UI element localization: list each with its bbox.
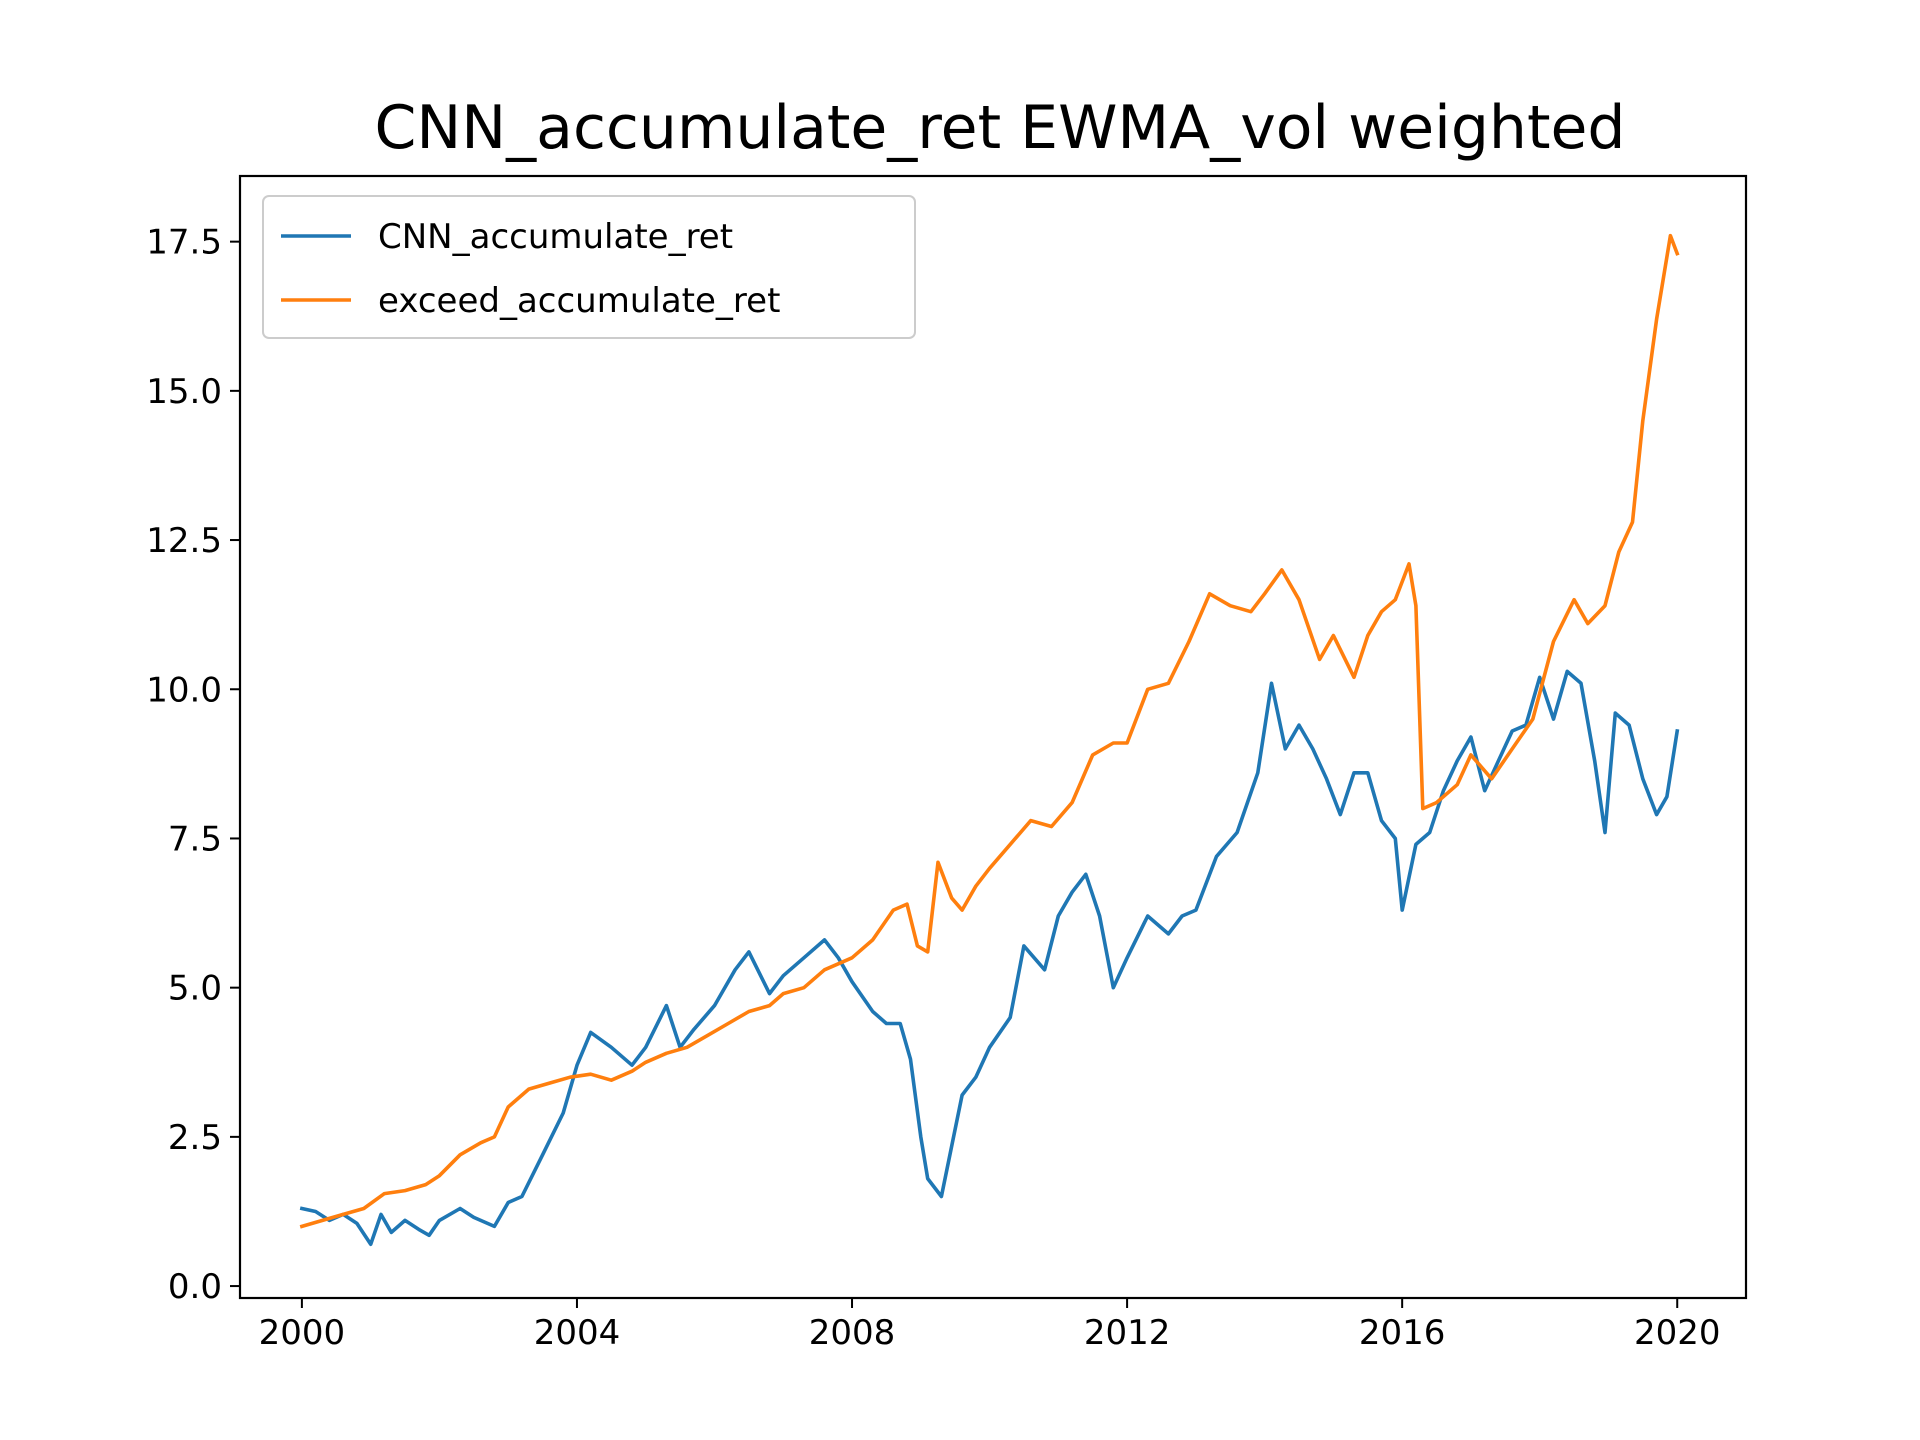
axes-frame <box>238 174 1748 1300</box>
y-tick-label: 17.5 <box>146 223 222 263</box>
y-tick-label: 15.0 <box>146 372 222 412</box>
y-tick-label: 0.0 <box>168 1267 222 1307</box>
y-tick-label: 10.0 <box>146 670 222 710</box>
series-layer <box>299 233 1680 1247</box>
x-tick-label: 2016 <box>1359 1313 1446 1353</box>
y-tick-label: 7.5 <box>168 819 222 859</box>
x-tick-label: 2008 <box>809 1313 896 1353</box>
chart-title: CNN_accumulate_ret EWMA_vol weighted <box>375 93 1626 163</box>
y-tick-label: 2.5 <box>168 1118 222 1158</box>
x-tick-label: 2020 <box>1634 1313 1721 1353</box>
legend: CNN_accumulate_ret exceed_accumulate_ret <box>262 195 916 339</box>
y-tick-label: 12.5 <box>146 521 222 561</box>
x-tick-label: 2012 <box>1084 1313 1171 1353</box>
y-tick-label: 5.0 <box>168 969 222 1009</box>
legend-box <box>262 195 916 339</box>
x-tick-label: 2000 <box>259 1313 346 1353</box>
x-tick-label: 2004 <box>534 1313 621 1353</box>
legend-label-1: exceed_accumulate_ret <box>378 281 780 321</box>
legend-label-0: CNN_accumulate_ret <box>378 217 733 257</box>
series-line-1 <box>299 233 1680 1229</box>
y-axis: 0.0 2.5 5.0 7.5 10.0 12.5 15.0 17.5 <box>146 223 240 1307</box>
plot-area <box>238 174 1748 1300</box>
x-axis: 2000 2004 2008 2012 2016 2020 <box>259 1298 1721 1353</box>
